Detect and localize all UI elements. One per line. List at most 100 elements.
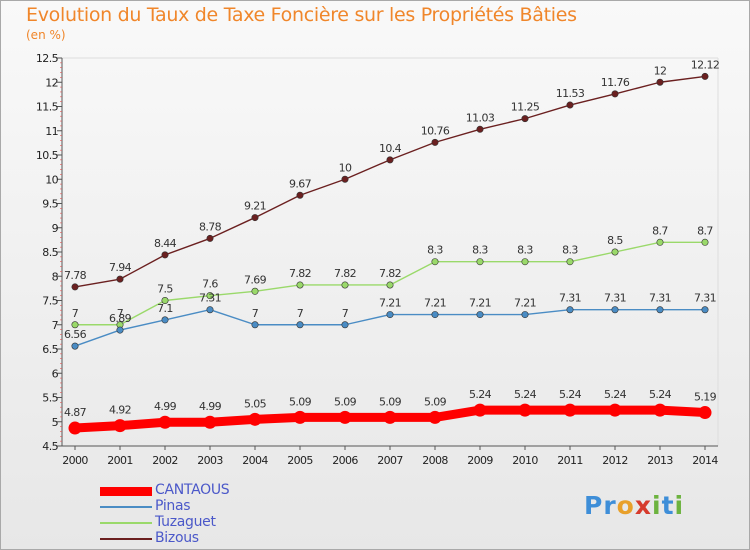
data-label-bizous: 8.44 [154,237,177,250]
logo-letter: i [652,491,662,520]
logo-letter: o [616,491,635,520]
data-point-tuzaguet [386,281,394,289]
data-point-tuzaguet [521,258,529,266]
data-label-tuzaguet: 8.3 [472,244,488,257]
legend: CANTAOUS Pinas Tuzaguet Bizous [100,482,300,547]
proxiti-logo: Proxiti [584,491,684,520]
legend-swatch [100,506,152,508]
data-label-tuzaguet: 7.6 [202,278,218,291]
data-point-tuzaguet [431,258,439,266]
legend-swatch [100,538,152,540]
data-label-bizous: 11.25 [511,101,540,114]
x-tick-label: 2006 [332,454,358,467]
y-tick-label: 7 [52,319,59,332]
data-point-cantaous [653,403,667,417]
data-point-pinas [701,306,709,314]
legend-swatch [100,486,152,496]
data-point-cantaous [158,415,172,429]
x-tick-label: 2005 [287,454,313,467]
legend-label: Bizous [155,530,199,546]
data-point-pinas [341,321,349,329]
y-tick-label: 6.5 [42,343,58,356]
data-point-bizous [386,156,394,164]
data-label-pinas: 7.21 [424,297,446,310]
data-label-cantaous: 5.09 [424,395,447,408]
data-point-bizous [161,251,169,259]
data-label-cantaous: 5.24 [604,388,627,401]
data-point-pinas [611,306,619,314]
x-tick-label: 2004 [242,454,268,467]
data-point-pinas [161,316,169,324]
data-point-pinas [251,321,259,329]
data-point-bizous [476,125,484,133]
data-point-tuzaguet [251,287,259,295]
data-label-cantaous: 5.09 [379,395,402,408]
data-label-pinas: 7 [297,307,304,320]
y-tick-label: 10.5 [36,149,59,162]
data-label-bizous: 12.12 [691,58,720,71]
data-point-pinas [296,321,304,329]
data-point-cantaous [248,412,262,426]
data-label-cantaous: 5.19 [694,391,717,404]
x-tick-label: 2011 [557,454,583,467]
data-label-tuzaguet: 8.3 [517,244,533,257]
data-point-cantaous [428,410,442,424]
data-point-cantaous [518,403,532,417]
data-point-tuzaguet [296,281,304,289]
data-labels: 7.78 7.94 8.44 8.78 9.21 9.67 10 10.4 10.76 11.03… [64,58,720,419]
legend-item-cantaous: CANTAOUS [100,482,300,499]
chart-unit: (en %) [26,28,66,42]
data-label-tuzaguet: 7.82 [289,267,311,280]
data-point-tuzaguet [161,296,169,304]
data-point-pinas [206,306,214,314]
legend-label: Pinas [155,498,191,514]
axes: 4.5 5 5.5 6 6.5 7 7.5 8 8.5 9 9.5 10 10.5 11 11.5 12 12.… [36,52,719,467]
data-label-bizous: 11.53 [556,87,585,100]
data-label-bizous: 12 [654,64,667,77]
y-tick-label: 12 [45,76,58,89]
data-label-tuzaguet: 7 [117,307,124,320]
series-layer [68,72,712,435]
data-point-bizous [296,191,304,199]
y-tick-label: 7.5 [42,295,58,308]
data-point-cantaous [338,410,352,424]
x-tick-label: 2008 [422,454,448,467]
data-point-cantaous [563,403,577,417]
data-label-bizous: 9.21 [244,200,266,213]
data-label-bizous: 10.76 [421,124,450,137]
data-label-cantaous: 4.87 [64,406,87,419]
data-label-pinas: 7.1 [157,302,173,315]
data-label-pinas: 7.31 [649,292,671,305]
x-tick-label: 2012 [602,454,628,467]
data-label-tuzaguet: 8.7 [652,224,668,237]
data-label-pinas: 7 [252,307,259,320]
data-label-pinas: 7.31 [604,292,626,305]
logo-letter: P [584,491,604,520]
data-point-cantaous [113,419,127,433]
data-label-tuzaguet: 7.69 [244,273,267,286]
data-label-cantaous: 4.99 [154,400,177,413]
legend-label: Tuzaguet [155,514,216,530]
x-tick-label: 2010 [512,454,538,467]
data-label-cantaous: 5.09 [334,395,357,408]
data-point-pinas [476,311,484,319]
x-tick-label: 2009 [467,454,493,467]
data-point-bizous [521,115,529,123]
y-tick-label: 10 [45,173,58,186]
data-point-cantaous [203,415,217,429]
y-tick-label: 9 [52,222,59,235]
data-point-tuzaguet [566,258,574,266]
data-label-bizous: 10.4 [379,142,402,155]
data-label-cantaous: 5.09 [289,395,312,408]
data-point-pinas [116,326,124,334]
data-point-pinas [656,306,664,314]
data-point-cantaous [383,410,397,424]
data-point-bizous [71,283,79,291]
data-point-pinas [71,342,79,350]
data-label-pinas: 6.89 [109,312,132,325]
data-label-bizous: 11.03 [466,111,495,124]
y-tick-label: 4.5 [42,440,58,453]
data-point-bizous [116,275,124,283]
data-label-cantaous: 4.92 [109,404,131,417]
data-label-bizous: 10 [339,161,352,174]
